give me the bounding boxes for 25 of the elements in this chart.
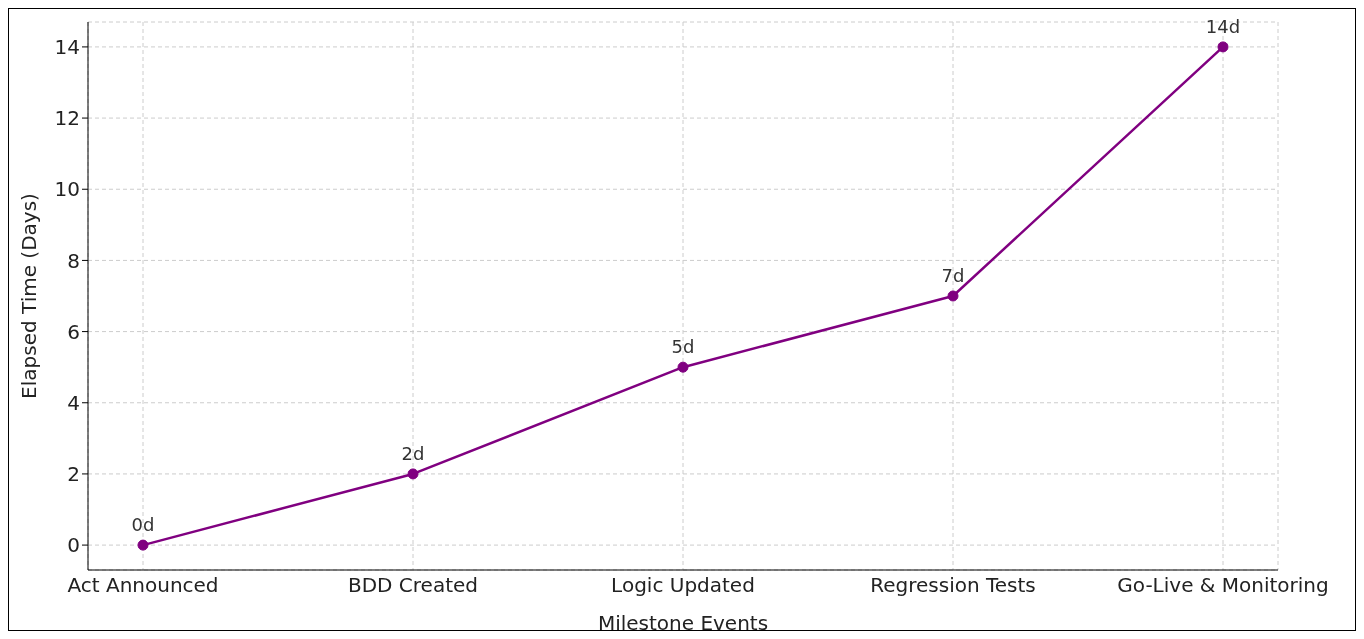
point	[137, 539, 149, 551]
x-tick-label: Regression Tests	[870, 573, 1036, 598]
y-tick-label: 4	[67, 390, 80, 415]
x-tick-label: Logic Updated	[611, 573, 755, 598]
y-tick-label: 8	[67, 248, 80, 273]
y-axis-title: Elapsed Time (Days)	[17, 193, 42, 399]
point	[407, 468, 419, 480]
y-tick-label: 14	[54, 35, 80, 60]
data-label: 5d	[671, 336, 695, 358]
x-tick-label: BDD Created	[347, 573, 479, 598]
y-tick-label: 12	[54, 106, 80, 131]
data-label: 7d	[941, 265, 965, 286]
point	[1217, 41, 1229, 53]
y-tick-label: 2	[67, 462, 80, 487]
y-tick-label: 0	[67, 533, 80, 558]
data-label: 14d	[1205, 15, 1241, 37]
data-label: 2d	[401, 442, 425, 464]
point	[947, 290, 959, 302]
x-axis-title: Milestone Events	[597, 611, 769, 635]
x-tick-label: Act Announced	[67, 573, 219, 598]
y-tick-label: 6	[67, 319, 80, 344]
point	[677, 361, 689, 373]
x-tick-label: Go-Live & Monitoring	[1117, 573, 1329, 598]
data-label: 0d	[131, 514, 155, 536]
y-tick-label: 10	[54, 177, 80, 202]
